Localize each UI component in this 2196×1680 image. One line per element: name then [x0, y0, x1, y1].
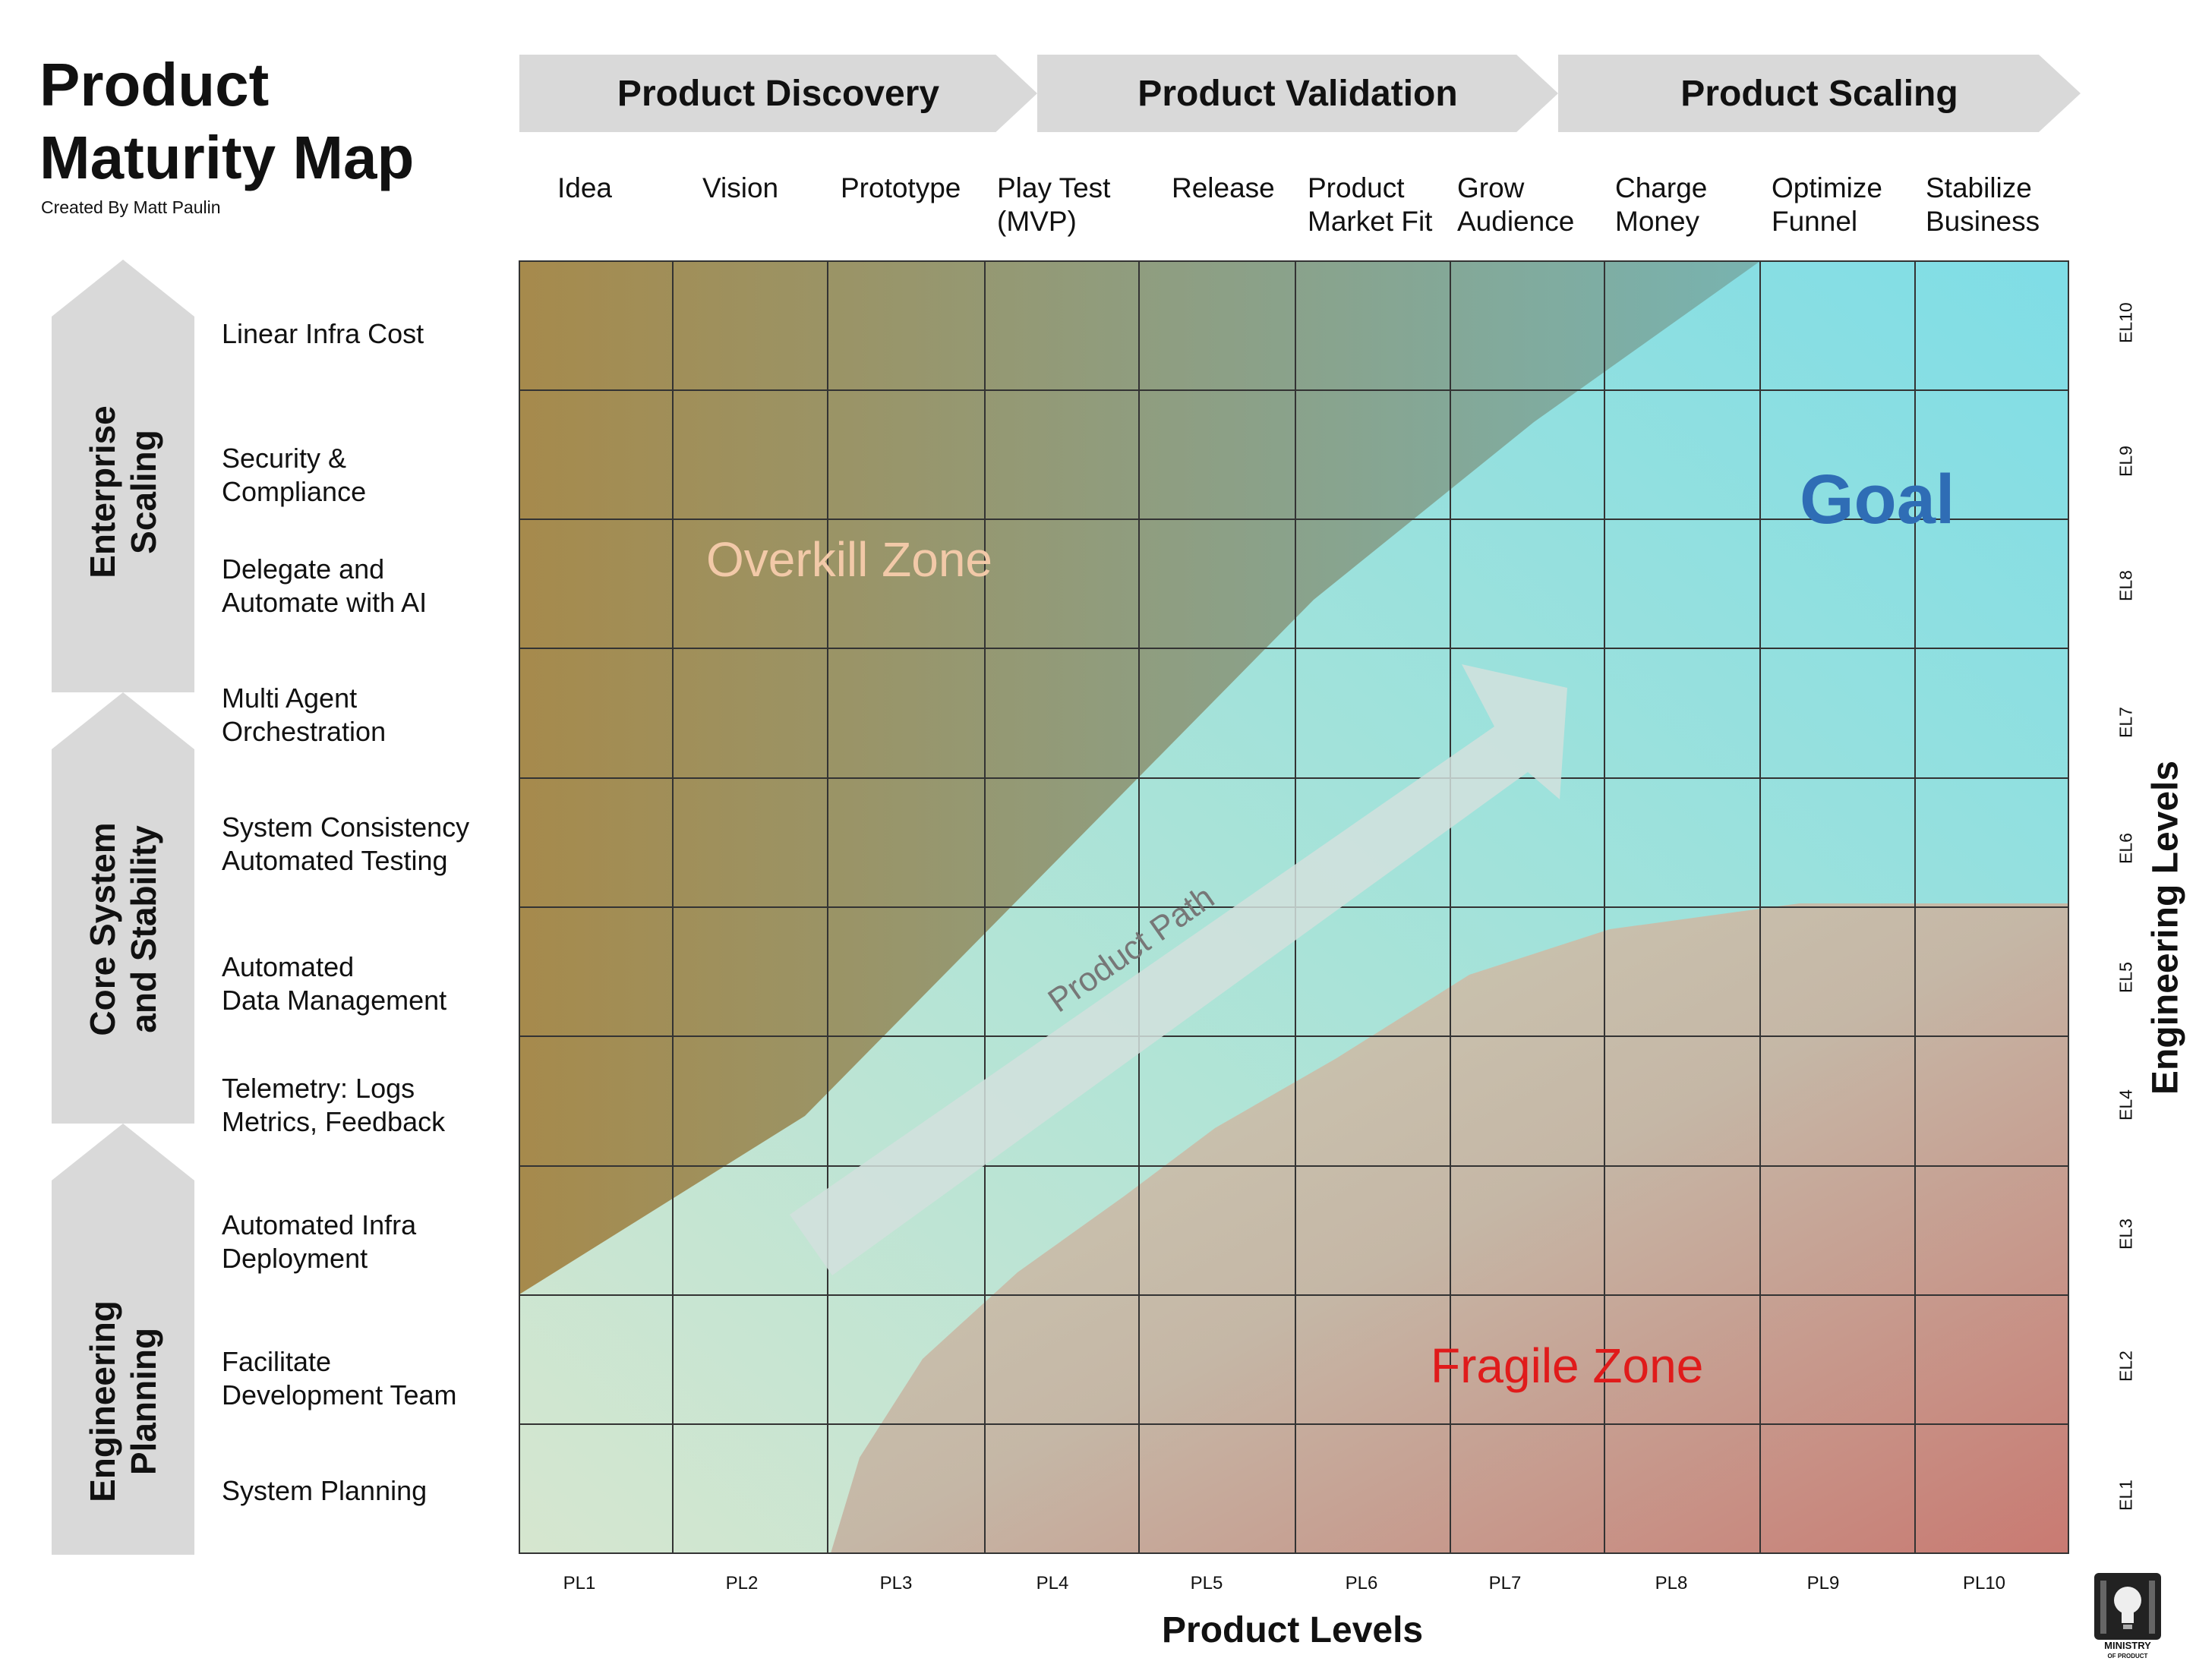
el-tick: EL8: [2116, 570, 2136, 601]
group-enterprise-scaling: [52, 260, 194, 692]
group-core-system: [52, 692, 194, 1124]
overkill-zone-label: Overkill Zone: [706, 532, 992, 587]
column-label-vision: Vision: [702, 172, 779, 203]
pl-tick: PL9: [1806, 1573, 1840, 1593]
pl-tick: PL6: [1345, 1573, 1378, 1593]
goal-label: Goal: [1800, 461, 1955, 538]
el-tick: EL6: [2116, 833, 2136, 864]
svg-text:MINISTRY: MINISTRY: [2104, 1640, 2151, 1651]
column-label-stabilize-business: Stabilize Business: [1926, 172, 2040, 237]
page-title: Product Maturity Map: [39, 51, 415, 191]
el-tick: EL2: [2116, 1351, 2136, 1382]
x-axis-label: Product Levels: [1162, 1610, 1424, 1650]
stage-product-scaling: Product Scaling: [1558, 55, 2081, 132]
row-label-security-compliance: Security & Compliance: [222, 443, 367, 507]
lightbulb-building-icon: MINISTRY OF PRODUCT: [2094, 1573, 2161, 1660]
column-label-charge-money: Charge Money: [1615, 172, 1708, 237]
row-label-linear-infra-cost: Linear Infra Cost: [222, 318, 424, 349]
row-label-delegate-automate-ai: Delegate and Automate with AI: [222, 553, 428, 618]
group-engineering-planning: [52, 1124, 194, 1555]
column-label-prototype: Prototype: [841, 172, 961, 203]
column-label-play-test: Play Test (MVP): [997, 172, 1111, 237]
column-label-product-market-fit: Product Market Fit: [1308, 172, 1433, 237]
el-tick: EL10: [2116, 302, 2136, 343]
el-tick: EL4: [2116, 1089, 2136, 1121]
pl-tick: PL3: [879, 1573, 913, 1593]
stage-label: Product Validation: [1137, 73, 1458, 114]
stage-product-discovery: Product Discovery: [519, 55, 1037, 132]
column-label-grow-audience: Grow Audience: [1457, 172, 1575, 237]
pl-tick: PL2: [725, 1573, 759, 1593]
pl-tick: PL1: [563, 1573, 596, 1593]
ministry-of-product-logo: MINISTRY OF PRODUCT: [2091, 1570, 2164, 1660]
row-label-multi-agent: Multi Agent Orchestration: [222, 682, 387, 747]
svg-text:OF PRODUCT: OF PRODUCT: [2108, 1653, 2148, 1660]
row-label-automated-infra: Automated Infra Deployment: [222, 1209, 417, 1274]
y-axis-label: Engineering Levels: [2145, 760, 2186, 1095]
stage-label: Product Discovery: [617, 73, 940, 114]
el-tick: EL7: [2116, 707, 2136, 738]
page-subtitle: Created By Matt Paulin: [41, 197, 221, 217]
pl-tick: PL5: [1190, 1573, 1223, 1593]
pl-tick: PL8: [1655, 1573, 1688, 1593]
el-tick: EL9: [2116, 446, 2136, 477]
pl-tick: PL10: [1962, 1573, 2006, 1593]
column-label-idea: Idea: [557, 172, 613, 203]
el-tick: EL1: [2116, 1480, 2136, 1511]
el-tick: EL3: [2116, 1218, 2136, 1250]
row-label-telemetry: Telemetry: Logs Metrics, Feedback: [222, 1073, 446, 1137]
column-label-optimize-funnel: Optimize Funnel: [1772, 172, 1882, 237]
row-label-facilitate-team: Facilitate Development Team: [222, 1346, 457, 1411]
grid-lines: [519, 260, 2069, 1554]
fragile-zone-label: Fragile Zone: [1431, 1338, 1704, 1393]
el-tick: EL5: [2116, 962, 2136, 993]
pl-tick: PL7: [1488, 1573, 1522, 1593]
row-label-system-consistency: System Consistency Automated Testing: [222, 812, 470, 876]
stage-label: Product Scaling: [1680, 73, 1958, 114]
pl-tick: PL4: [1036, 1573, 1069, 1593]
product-path-arrow: [790, 664, 1567, 1275]
column-label-release: Release: [1172, 172, 1275, 203]
row-label-system-planning: System Planning: [222, 1475, 428, 1506]
row-label-automated-data: Automated Data Management: [222, 951, 447, 1016]
stage-product-validation: Product Validation: [1037, 55, 1558, 132]
